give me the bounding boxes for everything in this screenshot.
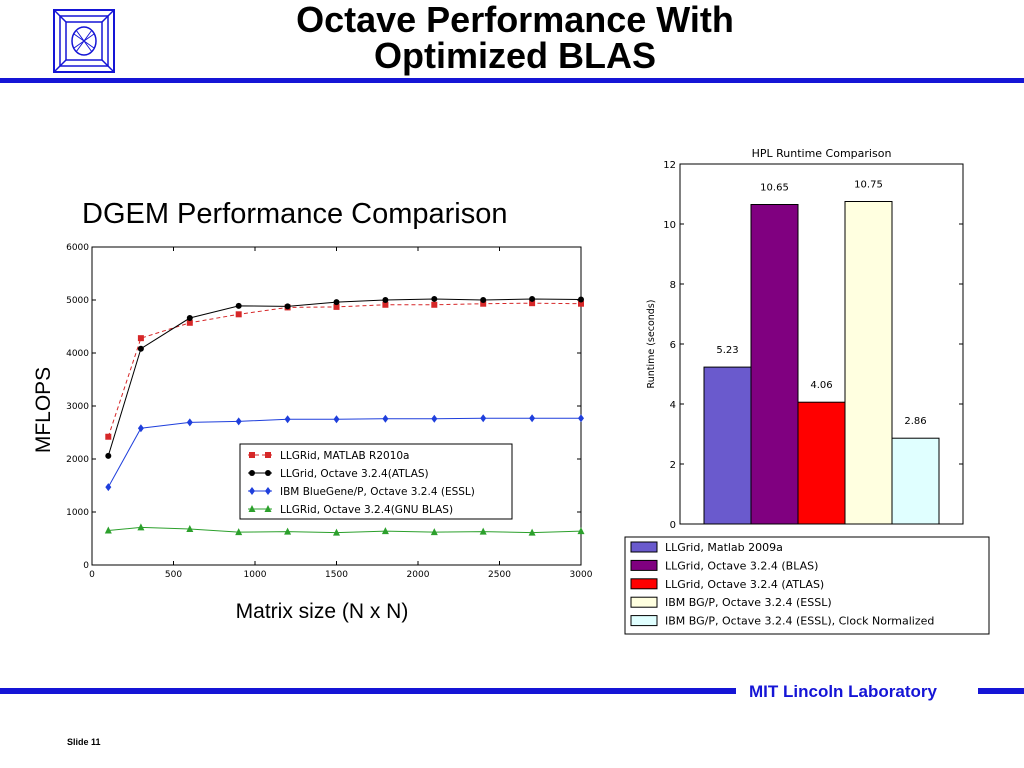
series-point	[137, 424, 144, 433]
series-point	[186, 418, 193, 427]
x-tick-label: 1000	[244, 570, 267, 580]
title-divider	[0, 78, 1024, 83]
legend-marker	[249, 452, 255, 458]
series-point	[105, 452, 112, 459]
legend-marker	[265, 452, 271, 458]
series-4	[104, 523, 585, 536]
series-point	[480, 414, 487, 423]
x-tick-label: 3000	[570, 570, 593, 580]
series-point	[480, 297, 487, 303]
series-point	[333, 528, 340, 536]
series-2	[105, 295, 584, 459]
series-point	[431, 301, 438, 308]
series-point	[333, 415, 340, 424]
series-point	[577, 527, 585, 535]
series-point	[381, 527, 389, 535]
y-tick-label: 0	[83, 561, 89, 571]
legend-label: LLGrid, Octave 3.2.4(ATLAS)	[280, 468, 429, 480]
series-point	[578, 296, 584, 303]
series-point	[382, 297, 389, 303]
series-point	[137, 345, 144, 352]
y-tick-label: 3000	[66, 402, 89, 412]
series-point	[186, 315, 193, 322]
x-tick-label: 2500	[488, 570, 511, 580]
footer-rule-right	[978, 688, 1024, 694]
line-chart-legend: LLGRid, MATLAB R2010a LLGrid, Octave 3.2.…	[239, 443, 513, 520]
x-tick-label: 2000	[407, 570, 430, 580]
series-point	[480, 300, 487, 307]
legend-marker	[248, 505, 256, 512]
title-line-1: Octave Performance With	[296, 0, 734, 40]
series-point	[235, 302, 242, 309]
series-point	[333, 299, 340, 306]
y-tick-label: 5000	[66, 296, 89, 306]
series-point	[104, 526, 112, 534]
series-point	[105, 483, 112, 492]
series-point	[431, 295, 438, 302]
title-line-2: Optimized BLAS	[373, 35, 656, 76]
legend-label: IBM BlueGene/P, Octave 3.2.4 (ESSL)	[280, 486, 475, 498]
y-tick-label: 6000	[66, 243, 89, 253]
series-1	[105, 300, 584, 440]
y-tick-label: 2000	[66, 455, 89, 465]
series-point	[529, 300, 536, 307]
series-point	[137, 523, 145, 531]
y-tick-label: 4000	[66, 349, 89, 359]
series-point	[529, 295, 536, 302]
series-point	[382, 414, 389, 423]
legend-marker	[249, 487, 255, 495]
slide-title: Octave Performance With Optimized BLAS	[180, 2, 850, 74]
left-chart-x-axis-label: Matrix size (N x N)	[235, 600, 409, 623]
series-point	[382, 301, 389, 308]
series-point	[186, 319, 193, 326]
series-point	[430, 528, 438, 536]
mit-lincoln-logo	[52, 8, 116, 74]
legend-label: LLGRid, Octave 3.2.4(GNU BLAS)	[280, 504, 453, 516]
logo-emblem-icon	[53, 9, 115, 73]
series-point	[284, 303, 291, 310]
series-point	[284, 415, 291, 424]
series-point	[186, 524, 194, 532]
x-tick-label: 1500	[325, 570, 348, 580]
series-point	[284, 527, 292, 535]
footer-rule-left	[0, 688, 736, 694]
y-tick-label: 1000	[66, 508, 89, 518]
series-point	[105, 433, 112, 440]
legend-marker	[264, 505, 272, 512]
series-point	[528, 528, 536, 536]
legend-box	[239, 443, 513, 520]
series-point	[529, 414, 536, 423]
legend-marker	[249, 470, 255, 476]
x-tick-label: 0	[89, 570, 95, 580]
legend-marker	[265, 470, 271, 476]
series-point	[235, 417, 242, 426]
series-point	[333, 303, 340, 310]
series-point	[137, 335, 144, 342]
left-chart-title: DGEM Performance Comparison	[82, 198, 508, 230]
series-point	[578, 414, 584, 423]
series-3	[105, 414, 584, 492]
series-point	[431, 414, 438, 423]
series-point	[235, 528, 243, 536]
legend-label: LLGRid, MATLAB R2010a	[280, 450, 410, 462]
x-tick-label: 500	[165, 570, 182, 580]
series-point	[479, 527, 487, 535]
footer-lab-name: MIT Lincoln Laboratory	[749, 682, 937, 701]
series-point	[235, 311, 242, 318]
series-point	[578, 300, 584, 307]
slide-number: Slide 11	[67, 737, 101, 747]
legend-marker	[265, 487, 271, 495]
